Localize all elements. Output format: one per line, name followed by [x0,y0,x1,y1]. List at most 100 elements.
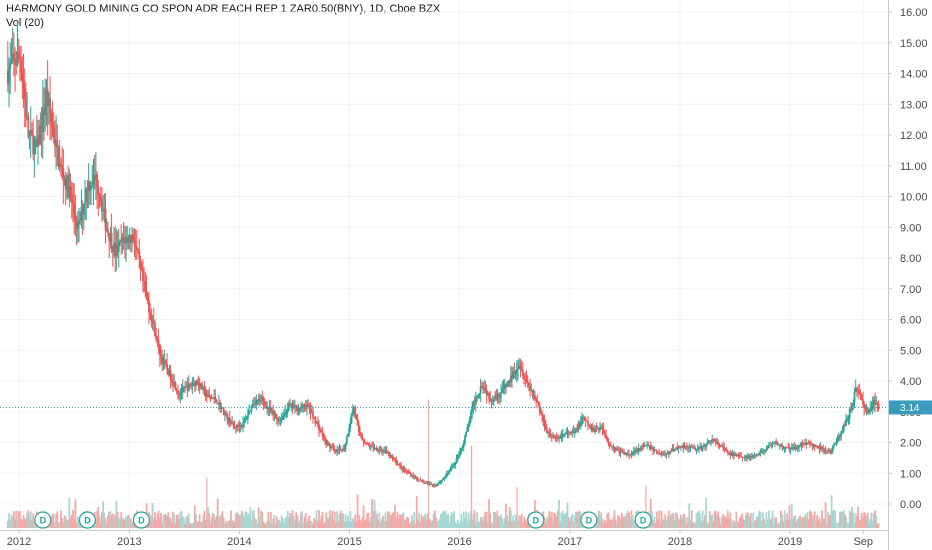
candle-body [256,399,259,401]
volume-bar [413,512,416,528]
candle-body [146,295,149,301]
volume-bar [366,513,369,528]
volume-bar [456,519,459,528]
candle-body [484,388,487,391]
candle-body [593,430,595,432]
candle-body [151,321,154,322]
volume-bar [482,520,484,528]
candle-body [198,384,201,388]
candle-body [149,312,152,314]
candle-body [743,456,746,458]
volume-bar [72,510,74,528]
volume-bar [365,519,367,528]
volume-bar [306,522,308,528]
candle-body [98,193,101,198]
candle-body [192,383,195,385]
candle-body [157,339,160,345]
volume-bar [339,510,342,528]
dividend-marker[interactable]: D [132,511,151,529]
candle-body [845,419,847,426]
candle-body [607,440,610,444]
candle-body [298,407,301,411]
volume-bar [501,518,504,528]
volume-bar [865,516,868,528]
candle-body [517,367,519,370]
volume-bar [874,510,876,528]
dividend-marker[interactable]: D [78,511,97,529]
candle-body [511,375,513,379]
volume-bar [420,514,423,528]
candle-body [58,163,61,167]
candle-body [711,439,714,442]
candle-body [799,445,802,446]
x-tick-label: 2019 [778,536,802,548]
volume-bar [730,518,733,528]
candle-body [553,436,556,438]
dividend-marker[interactable]: D [34,511,52,529]
volume-bar [249,506,252,528]
volume-bar [556,510,559,528]
candle-body [328,444,331,448]
volume-bar [830,495,833,528]
candle-body [641,446,644,447]
volume-bar [320,515,323,528]
candle-body [729,452,732,456]
candle-body [347,433,349,438]
volume-bar [626,510,629,528]
volume-bar [19,511,21,528]
volume-bar [461,521,464,528]
volume-bar [854,513,857,528]
candle-body [140,266,143,271]
volume-bar [701,510,704,528]
volume-bar [408,523,411,528]
volume-bar [400,515,402,528]
candle-body [156,339,159,341]
candle-body [227,417,230,420]
candle-body [213,396,215,399]
volume-bar [596,516,599,528]
volume-bar [402,512,405,528]
volume-bar [386,511,389,528]
volume-bar [605,522,607,528]
candle-body [781,445,784,447]
candle-body [685,445,688,448]
candle-body [726,451,729,453]
candle-body [508,381,511,383]
volume-bar [464,517,466,528]
volume-bar [568,521,571,528]
volume-bar [421,517,424,528]
volume-bar [195,514,197,528]
volume-bar [230,510,232,528]
candle-body [546,429,548,433]
volume-bar [787,519,790,528]
candle-body [866,407,869,414]
volume-bar [272,518,275,528]
candle-body [406,471,408,473]
candle-body [187,383,190,391]
candle-body [310,411,313,413]
candle-body [32,135,35,155]
volume-bar [795,521,798,528]
candle-body [499,393,501,398]
dividend-marker[interactable]: D [527,511,545,529]
candle-body [330,447,332,448]
candle-body [57,147,60,167]
candle-body [631,452,634,455]
volume-bar [185,516,188,528]
candle-body [854,387,857,392]
volume-bar [231,520,234,528]
volume-bar [755,516,758,528]
volume-bar [801,517,804,528]
volume-bar [572,521,575,528]
candle-body [529,385,531,391]
dividend-marker[interactable]: D [634,511,652,529]
candle-body [403,468,406,471]
volume-bar [307,519,310,528]
dividend-marker[interactable]: D [580,511,598,529]
volume-bar [123,519,126,528]
candle-body [846,419,849,420]
candle-body [468,418,471,425]
candle-body [585,420,588,422]
